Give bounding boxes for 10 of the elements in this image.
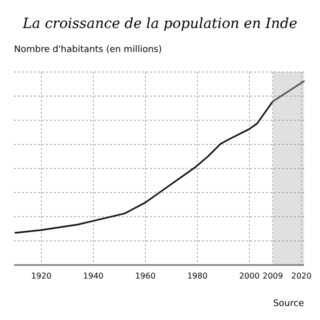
- x-tick-label: 2009: [262, 272, 283, 281]
- x-tick-label: 1920: [31, 272, 52, 281]
- chart-title: La croissance de la population en Inde: [22, 16, 298, 32]
- x-tick-label: 1940: [83, 272, 104, 281]
- x-tick-label: 1960: [135, 272, 156, 281]
- x-tick-label: 2000: [239, 272, 260, 281]
- x-tick-label: 1980: [187, 272, 208, 281]
- y-axis-title: Nombre d'habitants (en millions): [14, 45, 162, 55]
- x-tick-label: 2020: [291, 272, 312, 281]
- text: Source: [273, 299, 304, 309]
